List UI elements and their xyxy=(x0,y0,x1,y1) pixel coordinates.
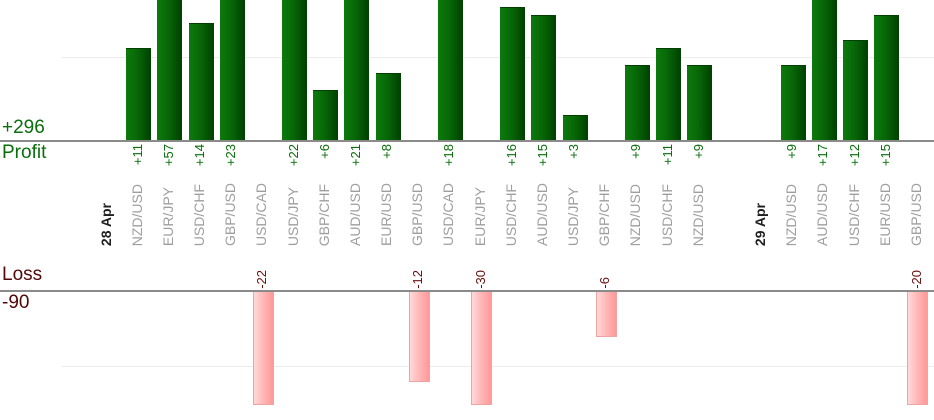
profit-value-label: +22 xyxy=(285,144,301,167)
profit-bar xyxy=(188,23,214,140)
loss-total-label: -90 xyxy=(2,292,30,313)
profit-bar xyxy=(344,0,370,140)
profit-bar xyxy=(780,65,806,140)
loss-axis-line xyxy=(0,290,934,292)
category-label: EUR/USD xyxy=(876,182,893,246)
profit-pane xyxy=(0,0,934,140)
profit-value-label: +14 xyxy=(192,144,207,167)
category-label: NZD/USD xyxy=(627,183,644,246)
profit-value-label: +8 xyxy=(379,144,395,159)
profit-value-label: +16 xyxy=(503,144,519,167)
loss-bar xyxy=(595,292,617,337)
profit-value-label: +3 xyxy=(566,144,582,159)
loss-bar xyxy=(408,292,430,382)
loss-value-label: -30 xyxy=(472,270,488,289)
loss-bar xyxy=(471,292,493,405)
profit-value-label: +15 xyxy=(877,144,893,167)
loss-gridline xyxy=(62,366,934,367)
date-label: 28 Apr xyxy=(97,202,114,246)
category-label: NZD/USD xyxy=(689,183,706,246)
profit-bar xyxy=(656,48,682,140)
profit-bar xyxy=(313,90,339,140)
profit-bar xyxy=(282,0,308,140)
category-label: AUD/USD xyxy=(346,182,363,246)
profit-bar xyxy=(562,115,588,140)
profit-value-label: +23 xyxy=(223,144,239,167)
category-label: AUD/USD xyxy=(533,182,550,246)
category-label: USD/CHF xyxy=(502,183,519,246)
category-label: GBP/CHF xyxy=(596,183,613,246)
category-label: EUR/USD xyxy=(378,182,395,246)
profit-value-label: +17 xyxy=(815,144,831,167)
loss-pane xyxy=(0,292,934,406)
profit-bar xyxy=(531,15,557,140)
profit-bar xyxy=(811,0,837,140)
profit-bar xyxy=(624,65,650,140)
category-label: USD/JPY xyxy=(565,186,582,246)
loss-value-label: -20 xyxy=(908,270,924,289)
category-label: USD/CHF xyxy=(191,183,207,246)
profit-bar xyxy=(219,0,245,140)
profit-bar xyxy=(437,0,463,140)
category-label: USD/CAD xyxy=(440,182,457,246)
profit-axis-line xyxy=(0,140,934,142)
profit-value-label: +9 xyxy=(628,144,644,159)
category-label: NZD/USD xyxy=(783,183,800,246)
profit-gridline xyxy=(62,57,934,58)
profit-bar xyxy=(500,6,526,140)
profit-bar xyxy=(126,48,152,140)
category-label: GBP/CHF xyxy=(315,183,332,246)
category-label: GBP/USD xyxy=(907,182,924,246)
profit-value-label: +9 xyxy=(690,144,706,159)
loss-value-label: -12 xyxy=(410,270,426,289)
profit-value-label: +11 xyxy=(659,144,675,166)
category-label: USD/JPY xyxy=(284,186,301,246)
category-label: AUD/USD xyxy=(814,182,831,246)
profit-bar xyxy=(874,15,900,140)
loss-value-label: -6 xyxy=(597,277,613,289)
category-label: GBP/USD xyxy=(222,182,239,246)
category-label: USD/CAD xyxy=(253,182,270,246)
profit-value-label: +11 xyxy=(129,144,145,166)
category-label: USD/CHF xyxy=(658,183,675,246)
category-label: NZD/USD xyxy=(128,183,145,246)
profit-axis-title: Profit xyxy=(2,142,47,163)
profit-value-label: +6 xyxy=(316,144,332,159)
profit-value-label: +12 xyxy=(846,144,862,167)
date-label: 29 Apr xyxy=(752,202,769,246)
profit-bar xyxy=(157,0,183,140)
profit-bar xyxy=(687,65,713,140)
category-label: EUR/JPY xyxy=(159,186,176,246)
loss-axis-title: Loss xyxy=(2,264,43,285)
category-label: USD/CHF xyxy=(845,183,862,246)
loss-bar xyxy=(907,292,929,405)
profit-bar xyxy=(375,73,401,140)
loss-bar xyxy=(252,292,274,405)
loss-value-label: -22 xyxy=(254,270,270,289)
profit-value-label: +9 xyxy=(784,144,800,159)
profit-value-label: +15 xyxy=(534,144,550,167)
profit-value-label: +21 xyxy=(347,144,363,167)
profit-bar xyxy=(843,40,869,140)
category-label: EUR/JPY xyxy=(471,186,488,246)
category-label: GBP/USD xyxy=(409,182,426,246)
profit-value-label: +57 xyxy=(160,144,176,167)
profit-total-label: +296 xyxy=(2,117,45,138)
profit-value-label: +18 xyxy=(441,144,457,167)
